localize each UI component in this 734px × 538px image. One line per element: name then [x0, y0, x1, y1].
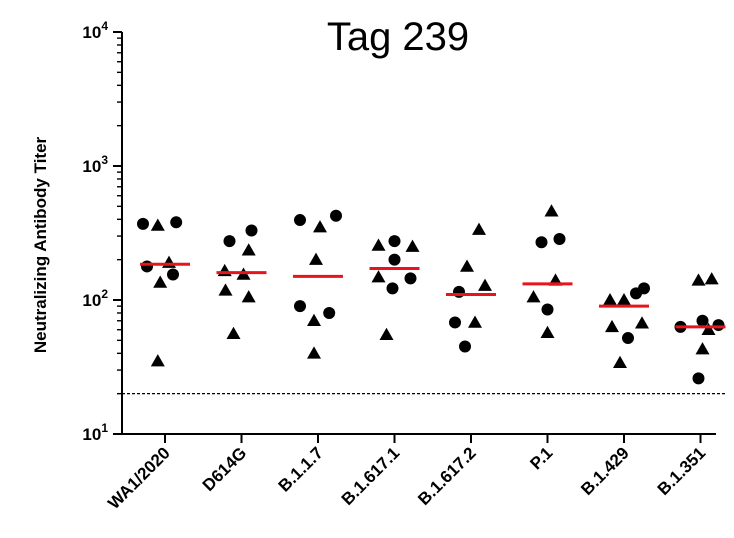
data-point-circle — [141, 260, 153, 273]
data-point-circle — [323, 306, 336, 319]
data-point-triangle — [468, 315, 482, 328]
y-ticks-layer: 101 102 103 104 — [82, 19, 122, 444]
data-point-circle — [712, 319, 725, 332]
data-point-triangle — [241, 290, 256, 303]
y-tick-label: 102 — [82, 287, 108, 310]
data-point-triangle — [153, 275, 168, 288]
data-point-triangle — [472, 222, 486, 235]
x-tick-label: P.1 — [526, 443, 556, 473]
y-tick-label: 104 — [82, 19, 108, 42]
data-point-triangle — [540, 325, 555, 338]
data-point-triangle — [460, 259, 474, 272]
data-point-triangle — [617, 293, 631, 306]
y-tick-label: 101 — [82, 421, 108, 444]
data-point-triangle — [544, 204, 559, 217]
data-point-triangle — [307, 346, 321, 359]
data-point-triangle — [371, 238, 386, 251]
data-point-triangle — [150, 218, 165, 231]
x-tick-label: B.1.429 — [577, 443, 633, 499]
data-point-triangle — [150, 354, 165, 367]
data-point-circle — [535, 236, 548, 249]
data-point-circle — [223, 235, 236, 248]
data-point-circle — [388, 253, 401, 266]
data-point-circle — [294, 214, 306, 227]
x-tick-label: B.1.1.7 — [275, 443, 327, 495]
data-point-triangle — [226, 326, 241, 339]
chart-title: Tag 239 — [327, 15, 469, 59]
data-point-triangle — [691, 273, 706, 286]
data-point-circle — [449, 316, 461, 329]
data-point-triangle — [405, 239, 420, 252]
data-point-triangle — [605, 319, 619, 333]
data-point-circle — [622, 332, 634, 345]
data-point-circle — [386, 282, 399, 295]
data-point-triangle — [241, 243, 256, 256]
x-tick-label: B.1.617.2 — [414, 443, 480, 509]
data-point-circle — [167, 268, 179, 281]
data-point-circle — [170, 216, 183, 229]
axes — [121, 32, 716, 435]
data-point-circle — [541, 303, 554, 316]
x-tick-label: WA1/2020 — [104, 443, 174, 513]
data-point-triangle — [371, 270, 386, 283]
data-point-triangle — [613, 355, 627, 369]
x-tick-label: D614G — [199, 443, 251, 495]
data-point-circle — [638, 282, 650, 295]
data-point-triangle — [379, 327, 394, 341]
data-point-circle — [404, 272, 417, 285]
x-ticks-layer: WA1/2020 D614G B.1.1.7 B.1.617.1 B.1.617.2 P.… — [104, 434, 709, 513]
data-point-circle — [245, 224, 258, 237]
x-tick-label: B.1.351 — [654, 443, 710, 499]
data-point-triangle — [309, 252, 323, 265]
data-point-circle — [692, 372, 705, 385]
data-point-circle — [294, 300, 306, 313]
x-tick-label: B.1.617.1 — [338, 443, 404, 509]
data-point-triangle — [313, 220, 327, 233]
data-point-circle — [459, 340, 471, 353]
median-layer — [140, 262, 726, 329]
data-point-triangle — [307, 313, 321, 327]
data-point-triangle — [162, 255, 176, 268]
data-point-triangle — [603, 293, 617, 306]
y-axis-label: Neutralizing Antibody Titer — [31, 136, 50, 353]
data-point-circle — [330, 209, 342, 222]
data-point-circle — [388, 235, 401, 248]
data-point-triangle — [526, 290, 541, 303]
data-point-circle — [553, 233, 566, 246]
data-point-circle — [137, 217, 149, 230]
points-layer — [137, 204, 725, 385]
data-point-circle — [453, 285, 465, 298]
data-point-triangle — [701, 322, 716, 335]
data-point-triangle — [695, 342, 710, 355]
data-point-triangle — [218, 283, 233, 296]
data-point-triangle — [635, 316, 649, 329]
data-point-circle — [696, 314, 709, 327]
data-point-triangle — [478, 278, 492, 291]
y-tick-label: 103 — [82, 153, 108, 176]
data-point-triangle — [704, 272, 719, 285]
data-point-triangle — [217, 263, 232, 277]
